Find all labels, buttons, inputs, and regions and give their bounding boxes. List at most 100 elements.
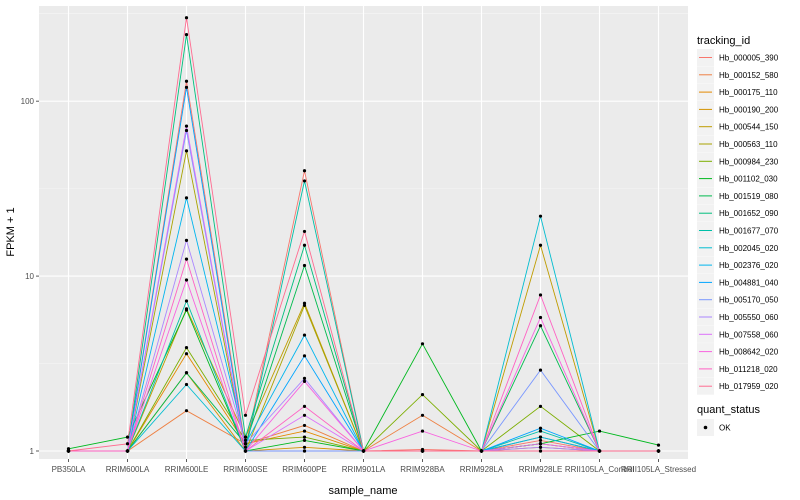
data-point bbox=[479, 449, 484, 453]
data-point bbox=[538, 404, 543, 408]
legend-label: Hb_000152_580 bbox=[719, 71, 779, 80]
legend-label: Hb_000984_230 bbox=[719, 157, 779, 166]
data-point bbox=[538, 429, 543, 433]
y-tick-label: 10 bbox=[25, 272, 34, 281]
legend-label: Hb_001652_090 bbox=[719, 209, 779, 218]
data-point bbox=[184, 85, 189, 89]
legend-title: tracking_id bbox=[697, 35, 750, 47]
data-point bbox=[184, 16, 189, 20]
x-tick-label: RRIM600SE bbox=[223, 465, 267, 474]
legend-label: Hb_005170_050 bbox=[719, 296, 779, 305]
legend-label: Hb_011218_020 bbox=[719, 365, 778, 374]
data-point bbox=[302, 435, 307, 439]
data-point bbox=[538, 435, 543, 439]
data-point bbox=[302, 229, 307, 234]
x-tick-label: RRII105LA_Stressed bbox=[621, 465, 696, 474]
data-point bbox=[538, 315, 543, 320]
data-point bbox=[656, 449, 661, 453]
x-tick-label: RRII105LA_Control bbox=[565, 465, 635, 474]
data-point bbox=[184, 352, 189, 356]
data-point bbox=[66, 449, 71, 453]
data-point bbox=[420, 342, 425, 346]
legend-label: Hb_001677_070 bbox=[719, 227, 779, 236]
x-tick-label: RRIM600LA bbox=[106, 465, 150, 474]
legend-label: Hb_002376_020 bbox=[719, 261, 779, 270]
data-point bbox=[302, 301, 307, 305]
data-point bbox=[184, 124, 189, 128]
data-point bbox=[302, 438, 307, 442]
data-point bbox=[184, 299, 189, 303]
data-point bbox=[184, 382, 189, 387]
data-point bbox=[243, 438, 248, 442]
legend-label: Hb_001519_080 bbox=[719, 192, 779, 201]
data-point bbox=[184, 33, 189, 37]
data-point bbox=[302, 376, 307, 381]
data-point bbox=[184, 308, 189, 312]
legend-label: Hb_008642_020 bbox=[719, 348, 779, 357]
data-point bbox=[184, 238, 189, 242]
data-point bbox=[302, 169, 307, 173]
data-point bbox=[302, 413, 307, 417]
data-point bbox=[125, 435, 130, 439]
data-point bbox=[243, 445, 248, 449]
legend-label: Hb_002045_020 bbox=[719, 244, 779, 253]
data-point bbox=[538, 243, 543, 247]
data-point bbox=[302, 303, 307, 307]
x-tick-label: RRIM600LE bbox=[165, 465, 209, 474]
legend-label: Hb_000544_150 bbox=[719, 123, 779, 132]
data-point bbox=[184, 79, 189, 83]
legend-key-point bbox=[703, 425, 708, 430]
legend-title-shape: quant_status bbox=[697, 404, 760, 416]
x-tick-label: RRIM928LA bbox=[460, 465, 504, 474]
data-point bbox=[302, 243, 307, 247]
data-point bbox=[184, 409, 189, 413]
data-point bbox=[66, 447, 71, 451]
data-point bbox=[420, 429, 425, 433]
data-point bbox=[243, 435, 248, 439]
legend-label: Hb_000005_390 bbox=[719, 54, 779, 63]
legend-label: Hb_004881_040 bbox=[719, 278, 779, 287]
data-point bbox=[538, 426, 543, 430]
data-point bbox=[538, 438, 543, 442]
y-tick-label: 100 bbox=[21, 97, 35, 106]
legend-label: Hb_005550_060 bbox=[719, 313, 779, 322]
data-point bbox=[302, 449, 307, 453]
x-tick-label: RRIM600PE bbox=[282, 465, 326, 474]
data-point bbox=[538, 293, 543, 297]
data-point bbox=[361, 449, 366, 453]
y-axis-title: FPKM + 1 bbox=[5, 207, 17, 256]
data-point bbox=[243, 413, 248, 417]
data-point bbox=[420, 393, 425, 397]
data-point bbox=[538, 449, 543, 453]
x-tick-label: RRIM928BA bbox=[400, 465, 445, 474]
data-point bbox=[125, 449, 130, 453]
data-point bbox=[125, 442, 130, 446]
data-point bbox=[243, 449, 248, 453]
data-point bbox=[302, 379, 307, 383]
data-point bbox=[538, 445, 543, 449]
data-point bbox=[184, 346, 189, 350]
data-point bbox=[538, 368, 543, 372]
x-axis-title: sample_name bbox=[328, 485, 397, 497]
data-point bbox=[302, 445, 307, 449]
data-point bbox=[597, 429, 602, 433]
data-point bbox=[184, 257, 189, 261]
x-tick-label: RRIM928LE bbox=[519, 465, 563, 474]
legend-label: Hb_001102_030 bbox=[719, 175, 778, 184]
legend-label: Hb_007558_060 bbox=[719, 330, 779, 339]
legend-label: Hb_000190_200 bbox=[719, 105, 779, 114]
data-point bbox=[184, 278, 189, 282]
data-point bbox=[302, 333, 307, 337]
data-point bbox=[302, 423, 307, 428]
x-tick-label: PB350LA bbox=[52, 465, 86, 474]
data-point bbox=[184, 128, 189, 133]
legend-label: Hb_000175_110 bbox=[719, 88, 778, 97]
data-point bbox=[538, 442, 543, 446]
data-point bbox=[302, 263, 307, 268]
data-point bbox=[597, 449, 602, 453]
data-point bbox=[538, 324, 543, 328]
data-point bbox=[184, 196, 189, 200]
data-point bbox=[302, 179, 307, 183]
data-point bbox=[302, 354, 307, 358]
